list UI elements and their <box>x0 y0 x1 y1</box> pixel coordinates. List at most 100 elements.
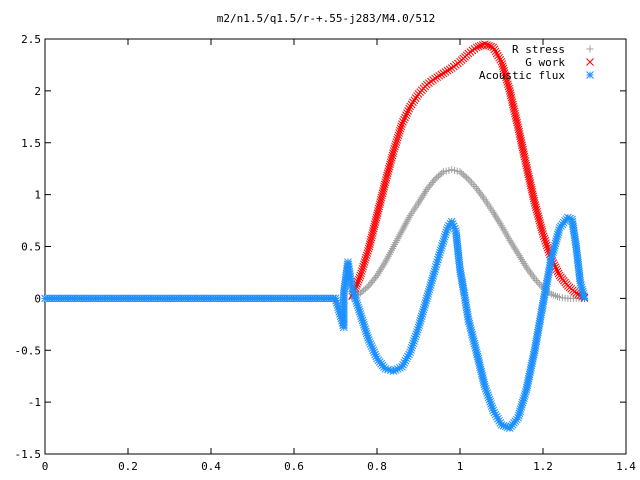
data-point <box>433 174 441 182</box>
data-point <box>372 215 380 224</box>
data-point <box>474 42 483 51</box>
data-point <box>388 151 397 160</box>
data-point <box>436 171 444 179</box>
data-point <box>533 207 541 216</box>
data-point <box>510 105 518 113</box>
data-point <box>358 288 366 296</box>
data-point <box>512 116 521 125</box>
data-point <box>375 202 384 211</box>
x-tick-label: 1.4 <box>616 460 636 473</box>
data-point <box>501 71 510 80</box>
legend-label: G work <box>525 56 565 69</box>
data-point <box>434 172 442 180</box>
x-tick-label: 0 <box>42 460 49 473</box>
data-point <box>378 189 387 198</box>
data-point <box>393 133 402 142</box>
data-point <box>405 104 414 113</box>
data-point <box>514 125 523 134</box>
x-tick-label: 0.4 <box>201 460 221 473</box>
data-point <box>539 230 547 238</box>
y-tick-label: 2.5 <box>21 33 41 46</box>
data-point <box>508 98 517 107</box>
data-point <box>373 211 381 220</box>
data-point <box>395 129 403 137</box>
data-point <box>379 184 388 193</box>
data-point <box>367 233 376 242</box>
data-point <box>378 191 386 200</box>
data-point <box>520 150 528 159</box>
data-point <box>472 43 481 52</box>
data-point <box>358 264 367 273</box>
data-point <box>496 55 505 64</box>
data-point <box>380 180 389 189</box>
data-point <box>533 210 542 218</box>
y-tick-label: 1.5 <box>21 137 41 150</box>
data-point <box>384 167 393 175</box>
data-point <box>504 80 512 89</box>
data-point <box>459 171 467 179</box>
data-point <box>518 141 526 150</box>
data-point <box>383 169 392 178</box>
data-point <box>520 152 529 161</box>
series-layer <box>41 40 589 432</box>
data-point <box>431 74 439 83</box>
data-point <box>377 193 386 202</box>
data-point <box>370 220 379 229</box>
data-point <box>391 140 400 149</box>
x-tick-label: 1.2 <box>533 460 553 473</box>
data-point <box>553 267 562 276</box>
y-tick-label: -1.5 <box>15 448 42 461</box>
data-point <box>532 205 541 214</box>
data-point <box>364 246 372 255</box>
data-point <box>430 177 438 185</box>
data-point <box>443 66 452 75</box>
data-point <box>554 269 563 278</box>
data-point <box>516 132 524 141</box>
data-point <box>534 212 543 221</box>
data-point <box>371 218 380 226</box>
data-point <box>394 131 403 140</box>
data-point <box>370 222 379 231</box>
data-point <box>530 196 539 205</box>
data-point <box>471 183 479 191</box>
data-point <box>490 45 499 54</box>
data-point <box>361 285 369 293</box>
data-point <box>466 177 474 185</box>
data-point <box>399 118 407 126</box>
data-point <box>468 179 476 187</box>
data-point <box>385 164 393 173</box>
data-point <box>538 227 547 236</box>
y-tick-label: 1 <box>34 189 41 202</box>
data-point <box>503 78 512 86</box>
data-point <box>386 158 395 167</box>
data-point <box>398 120 406 128</box>
data-point <box>497 57 506 66</box>
data-point <box>397 122 406 131</box>
data-point <box>518 143 527 152</box>
data-point <box>506 91 515 100</box>
data-point <box>532 203 540 212</box>
data-point <box>519 145 527 154</box>
data-point <box>380 182 389 191</box>
data-point <box>502 73 510 82</box>
data-point <box>357 269 365 278</box>
data-point <box>458 169 466 177</box>
x-tick-label: 0.8 <box>367 460 387 473</box>
x-tick-label: 0.2 <box>118 460 138 473</box>
data-point <box>516 134 525 143</box>
data-point <box>580 294 589 303</box>
data-point <box>498 60 506 68</box>
data-point <box>374 204 383 213</box>
y-tick-label: 2 <box>34 85 41 98</box>
data-point <box>514 123 522 132</box>
data-point <box>508 96 516 104</box>
data-point <box>363 249 372 257</box>
data-point <box>494 51 502 60</box>
legend-label: Acoustic flux <box>479 69 565 82</box>
data-point <box>431 175 439 183</box>
data-point <box>481 40 489 49</box>
data-point <box>445 65 454 74</box>
data-point <box>437 70 446 79</box>
data-point <box>492 49 501 58</box>
data-point <box>461 172 469 180</box>
